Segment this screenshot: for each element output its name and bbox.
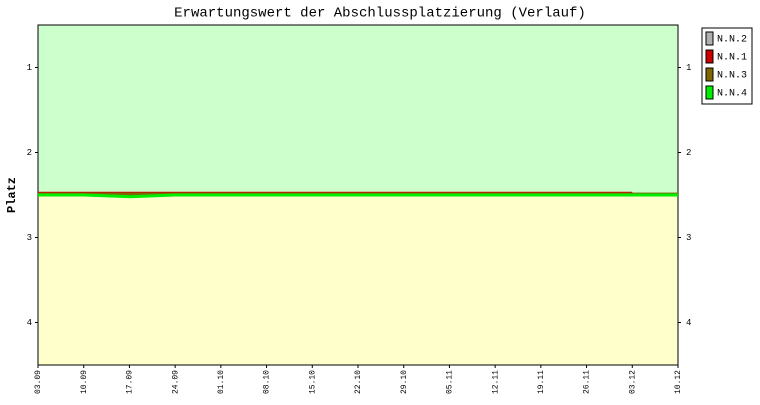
legend-swatch [705,67,714,82]
legend-label: N.N.2 [717,35,747,46]
x-tick-label: 03.12 [628,370,637,394]
x-tick-label: 24.09 [171,370,180,394]
legend-label: N.N.1 [717,53,747,64]
x-tick-label: 03.09 [34,370,43,394]
y-tick-label: 3 [27,233,32,243]
legend-swatch [705,85,714,100]
y-tick-label: 4 [27,318,32,328]
y-tick-label: 2 [686,148,691,158]
x-tick-label: 17.09 [126,370,135,394]
x-tick-label: 29.10 [400,370,409,394]
legend-swatch [705,31,714,46]
y-axis-label: Platz [5,177,19,213]
legend-label: N.N.4 [717,89,747,100]
x-tick-label: 15.10 [308,370,317,394]
x-tick-label: 26.11 [583,370,592,394]
x-tick-label: 10.09 [80,370,89,394]
y-tick-label: 3 [686,233,691,243]
x-tick-label: 19.11 [537,370,546,394]
x-tick-label: 12.11 [491,370,500,394]
x-tick-label: 22.10 [354,370,363,394]
x-tick-label: 01.10 [217,370,226,394]
y-tick-label: 2 [27,148,32,158]
legend-swatch [705,49,714,64]
y-tick-label: 1 [27,63,32,73]
series-line [38,193,678,199]
x-tick-label: 10.12 [674,370,683,394]
chart-title: Erwartungswert der Abschlussplatzierung … [174,6,586,22]
x-tick-label: 08.10 [263,370,272,394]
y-tick-label: 1 [686,63,691,73]
x-tick-label: 05.11 [446,370,455,394]
zone [38,25,678,195]
y-tick-label: 4 [686,318,691,328]
legend-label: N.N.3 [717,71,747,82]
zone [38,195,678,365]
